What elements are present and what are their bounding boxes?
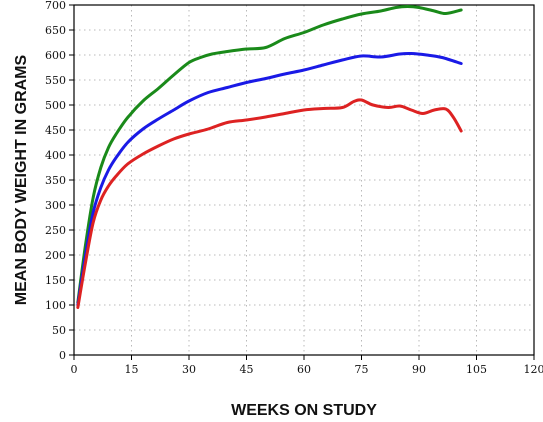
y-tick-label: 650 xyxy=(45,24,66,37)
y-tick-label: 400 xyxy=(45,149,66,162)
y-tick-label: 600 xyxy=(45,49,66,62)
y-tick-label: 700 xyxy=(45,0,66,12)
x-axis-title: WEEKS ON STUDY xyxy=(231,402,377,419)
grid-layer xyxy=(74,5,534,355)
y-axis-title: MEAN BODY WEIGHT IN GRAMS xyxy=(13,54,30,305)
x-tick-label: 0 xyxy=(71,363,78,376)
tick-layer: 0 15 30 45 60 75 90 105 120 0 50 100 150 200 250 300 350… xyxy=(45,0,543,376)
series-line-3 xyxy=(76,98,463,309)
series-layer xyxy=(76,5,463,309)
series-line-2 xyxy=(76,51,463,307)
y-tick-label: 550 xyxy=(45,74,66,87)
x-tick-label: 60 xyxy=(297,363,311,376)
x-tick-label: 90 xyxy=(412,363,426,376)
x-tick-label: 30 xyxy=(182,363,196,376)
x-tick-label: 105 xyxy=(466,363,487,376)
x-tick-label: 75 xyxy=(355,363,369,376)
y-tick-label: 0 xyxy=(59,349,66,362)
x-tick-label: 120 xyxy=(524,363,543,376)
y-tick-label: 250 xyxy=(45,224,66,237)
y-tick-label: 200 xyxy=(45,249,66,262)
y-tick-label: 100 xyxy=(45,299,66,312)
x-tick-label: 45 xyxy=(240,363,254,376)
y-tick-label: 450 xyxy=(45,124,66,137)
y-tick-label: 500 xyxy=(45,99,66,112)
y-tick-label: 150 xyxy=(45,274,66,287)
x-tick-label: 15 xyxy=(125,363,139,376)
y-tick-label: 50 xyxy=(52,324,66,337)
y-tick-label: 300 xyxy=(45,199,66,212)
series-line-1 xyxy=(76,5,463,304)
y-tick-label: 350 xyxy=(45,174,66,187)
